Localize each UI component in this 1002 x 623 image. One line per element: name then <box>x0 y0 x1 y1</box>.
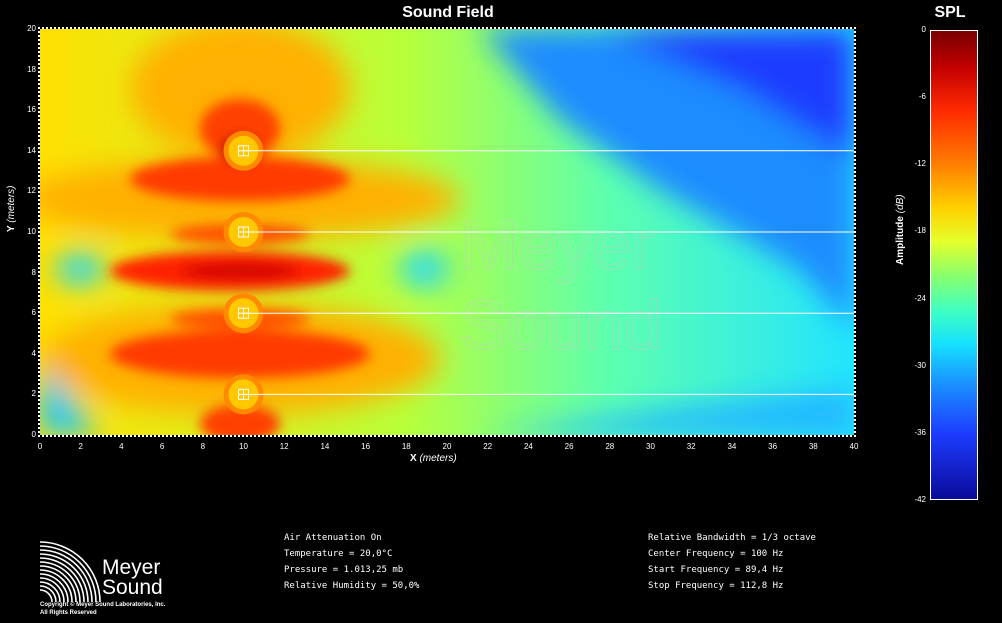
watermark: Meyer Sound <box>460 206 663 365</box>
source-crosshair-icon <box>238 145 249 156</box>
source-crosshair-icon <box>238 389 249 400</box>
speaker-source <box>223 130 854 171</box>
x-tick-label: 0 <box>37 442 43 451</box>
source-crosshair-icon <box>238 227 249 237</box>
condition-start-frequency: Start Frequency = 89,4 Hz <box>648 565 784 575</box>
y-tick-label: 18 <box>27 64 36 74</box>
y-tick-label: 0 <box>31 430 36 439</box>
y-tick-label: 10 <box>27 227 36 236</box>
x-tick-label: 6 <box>159 442 165 451</box>
condition-air-attenuation: Air Attenuation On <box>284 533 382 543</box>
logo-name-line2: Sound <box>102 576 163 599</box>
y-tick-label: 16 <box>27 105 36 115</box>
x-tick-label: 8 <box>200 442 206 451</box>
x-tick-label: 16 <box>361 442 371 451</box>
y-axis-title: Y (meters) <box>6 185 17 232</box>
x-tick-label: 32 <box>686 442 696 451</box>
sound-field-heatmap: Meyer Sound <box>40 29 854 435</box>
chart-title: Sound Field <box>402 4 494 21</box>
colorbar-tick-label: -42 <box>914 495 926 504</box>
condition-humidity: Relative Humidity = 50,0% <box>284 581 420 591</box>
x-tick-label: 12 <box>279 442 289 451</box>
colorbar-label: Amplitude <box>895 216 906 265</box>
y-tick-label: 8 <box>31 267 36 277</box>
condition-bandwidth: Relative Bandwidth = 1/3 octave <box>648 533 816 543</box>
condition-stop-frequency: Stop Frequency = 112,8 Hz <box>648 581 784 591</box>
plot-frame <box>38 27 856 437</box>
logo-waves-icon <box>40 541 101 602</box>
colorbar-tick-label: 0 <box>921 25 926 34</box>
speaker-source <box>223 293 854 334</box>
x-tick-label: 14 <box>320 442 330 451</box>
watermark-line2: Sound <box>460 286 662 364</box>
x-tick-label: 2 <box>78 442 83 451</box>
colorbar <box>930 30 978 500</box>
condition-temperature: Temperature = 20,0°C <box>284 549 393 559</box>
x-tick-label: 40 <box>849 442 859 451</box>
colorbar-tick-label: -6 <box>918 92 926 102</box>
x-axis-unit: (meters) <box>419 453 457 464</box>
colorbar-axis-title: Amplitude (dB) <box>895 194 906 265</box>
x-axis-title: X (meters) <box>410 453 457 464</box>
x-tick-label: 20 <box>442 442 452 451</box>
x-axis-label: X <box>410 453 417 464</box>
colorbar-tick-label: -24 <box>914 293 926 303</box>
speaker-source <box>223 212 854 252</box>
logo-copyright-line1: Copyright © Meyer Sound Laboratories, In… <box>40 602 166 608</box>
y-tick-label: 20 <box>27 24 36 33</box>
x-tick-label: 28 <box>605 442 615 451</box>
x-tick-label: 36 <box>768 442 778 451</box>
y-tick-label: 6 <box>31 308 36 318</box>
y-axis-unit: (meters) <box>6 185 17 223</box>
x-tick-label: 30 <box>646 442 655 451</box>
x-tick-label: 4 <box>119 442 124 451</box>
y-tick-label: 2 <box>31 389 36 399</box>
x-tick-label: 34 <box>727 442 737 451</box>
speaker-sources <box>223 130 854 415</box>
source-crosshair-icon <box>238 308 249 319</box>
x-tick-label: 26 <box>564 442 574 451</box>
x-tick-label: 18 <box>401 442 411 451</box>
x-tick-label: 10 <box>239 442 248 451</box>
x-tick-label: 22 <box>483 442 493 451</box>
logo-copyright-line2: All Rights Reserved <box>40 610 97 616</box>
speaker-source <box>223 374 854 415</box>
colorbar-tick-label: -18 <box>914 226 926 236</box>
conditions-left-panel: Air Attenuation On Temperature = 20,0°C … <box>284 530 419 594</box>
y-tick-label: 14 <box>27 145 36 155</box>
condition-center-frequency: Center Frequency = 100 Hz <box>648 549 784 559</box>
colorbar-tick-label: -12 <box>914 159 926 169</box>
conditions-right-panel: Relative Bandwidth = 1/3 octave Center F… <box>648 530 816 594</box>
x-tick-label: 38 <box>808 442 818 451</box>
y-tick-label: 4 <box>31 348 36 358</box>
y-tick-label: 12 <box>27 186 36 196</box>
condition-pressure: Pressure = 1.013,25 mb <box>284 565 404 575</box>
x-tick-label: 24 <box>523 442 533 451</box>
colorbar-title: SPL <box>934 4 966 21</box>
colorbar-unit: (dB) <box>895 194 906 214</box>
y-axis-label: Y <box>6 225 17 233</box>
colorbar-tick-label: -36 <box>914 427 926 437</box>
watermark-line1: Meyer <box>460 206 654 284</box>
logo-name-line1: Meyer <box>102 556 161 579</box>
colorbar-tick-label: -30 <box>914 360 926 370</box>
